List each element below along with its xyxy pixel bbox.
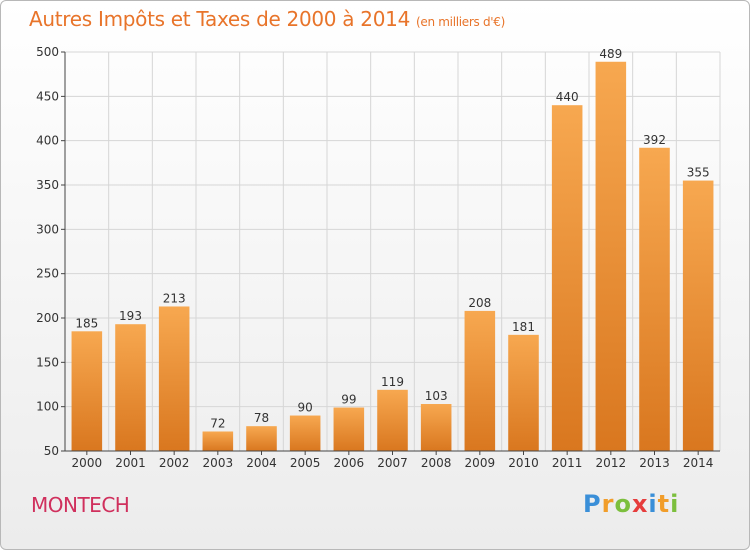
y-tick-label: 200 (36, 311, 59, 325)
bar (508, 334, 539, 451)
data-label: 119 (381, 375, 404, 389)
x-tick-label: 2001 (115, 456, 146, 470)
logo-letter: P (583, 490, 602, 518)
bar (158, 306, 190, 451)
data-label: 392 (643, 133, 666, 147)
data-label: 78 (254, 411, 269, 425)
chart-title: Autres Impôts et Taxes de 2000 à 2014 (en… (29, 7, 505, 31)
logo-letter: i (648, 490, 658, 518)
y-tick-label: 100 (36, 400, 59, 414)
proxiti-logo: Proxiti (583, 490, 679, 518)
y-tick-label: 500 (36, 45, 59, 59)
x-tick-label: 2002 (159, 456, 190, 470)
data-label: 208 (468, 296, 491, 310)
x-tick-label: 2006 (334, 456, 365, 470)
commune-name: MONTECH (31, 493, 130, 517)
y-tick-label: 50 (44, 444, 59, 458)
data-label: 181 (512, 320, 535, 334)
bar (71, 331, 103, 451)
data-label: 193 (119, 309, 142, 323)
x-tick-label: 2007 (377, 456, 408, 470)
x-tick-label: 2012 (596, 456, 627, 470)
bar (377, 389, 408, 451)
y-tick-label: 250 (36, 267, 59, 281)
x-tick-label: 2005 (290, 456, 321, 470)
x-tick-label: 2003 (203, 456, 234, 470)
x-tick-label: 2000 (72, 456, 103, 470)
y-tick-label: 450 (36, 89, 59, 103)
x-tick-label: 2010 (508, 456, 539, 470)
data-label: 90 (298, 401, 313, 415)
x-tick-label: 2008 (421, 456, 452, 470)
bar (246, 426, 277, 451)
x-tick-label: 2009 (465, 456, 496, 470)
data-label: 440 (556, 90, 579, 104)
data-label: 489 (599, 47, 622, 61)
bar (595, 61, 627, 452)
y-tick-label: 350 (36, 178, 59, 192)
y-tick-label: 300 (36, 222, 59, 236)
data-label: 72 (210, 416, 225, 430)
x-tick-label: 2004 (246, 456, 277, 470)
logo-letter: x (631, 490, 649, 518)
y-tick-label: 400 (36, 134, 59, 148)
y-tick-label: 150 (36, 355, 59, 369)
bar (202, 431, 234, 451)
chart-subtitle: (en milliers d'€) (416, 15, 506, 29)
x-tick-label: 2013 (639, 456, 670, 470)
data-label: 355 (687, 166, 710, 180)
bar (333, 407, 365, 451)
bar (551, 105, 583, 451)
x-tick-label: 2011 (552, 456, 583, 470)
data-label: 213 (163, 291, 186, 305)
logo-letter: t (657, 490, 671, 518)
bar (289, 415, 321, 451)
data-label: 185 (75, 316, 98, 330)
logo-letter: o (614, 490, 632, 518)
bar (639, 147, 670, 451)
data-label: 103 (425, 389, 448, 403)
x-tick-label: 2014 (683, 456, 714, 470)
bar (464, 310, 496, 451)
bar (420, 404, 452, 451)
data-label: 99 (341, 393, 356, 407)
logo-letter: i (670, 490, 680, 518)
bar (115, 324, 146, 451)
bar (682, 180, 714, 452)
logo-letter: r (601, 490, 615, 518)
chart-title-text: Autres Impôts et Taxes de 2000 à 2014 (29, 7, 410, 31)
